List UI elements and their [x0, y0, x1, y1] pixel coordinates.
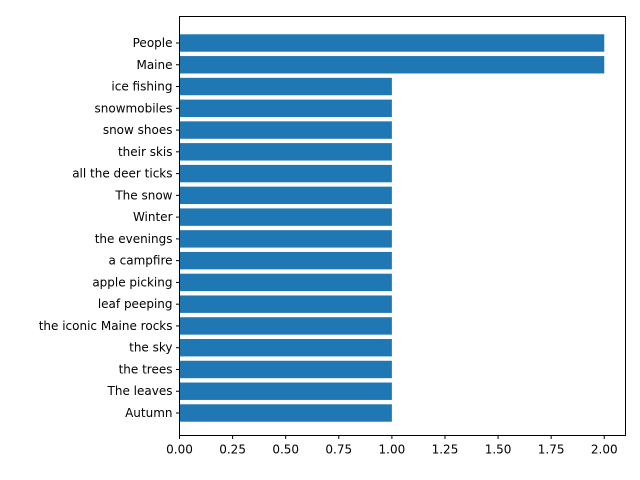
- y-tick-label: People: [133, 36, 173, 50]
- y-tick-label: snowmobiles: [95, 101, 173, 115]
- x-tick-label: 1.50: [485, 443, 512, 457]
- bar: [179, 230, 392, 248]
- y-tick-label: The snow: [114, 188, 172, 202]
- x-tick-label: 0.00: [166, 443, 193, 457]
- y-tick-label: a campfire: [108, 254, 172, 268]
- y-tick-label: Winter: [133, 210, 173, 224]
- x-tick-label: 0.50: [272, 443, 299, 457]
- bar: [179, 295, 392, 313]
- y-tick-label: their skis: [118, 145, 173, 159]
- x-tick-label: 1.75: [538, 443, 565, 457]
- plot-frame: [179, 16, 626, 436]
- bar: [179, 404, 392, 422]
- y-tick-label: snow shoes: [103, 123, 173, 137]
- bar: [179, 143, 392, 161]
- y-tick-label: all the deer ticks: [72, 167, 172, 181]
- bar: [179, 34, 605, 52]
- y-tick-label: apple picking: [92, 275, 172, 289]
- x-tick-label: 0.25: [219, 443, 246, 457]
- y-tick-label: Maine: [136, 58, 172, 72]
- x-tick-label: 1.00: [379, 443, 406, 457]
- bar: [179, 121, 392, 139]
- y-tick-label: leaf peeping: [98, 297, 173, 311]
- bar: [179, 273, 392, 292]
- x-axis-ticks: 0.00 0.25 0.50 0.75 1.00 1.25 1.50 1.75 2.00: [166, 435, 618, 457]
- bar: [179, 317, 392, 335]
- bar: [179, 77, 392, 96]
- y-axis-ticks: People Maine ice fishing snowmobiles snow sh…: [39, 36, 180, 420]
- y-tick-label: the sky: [129, 341, 172, 355]
- bar: [179, 382, 392, 400]
- y-tick-label: the trees: [119, 362, 173, 376]
- bar: [179, 208, 392, 226]
- bar: [179, 164, 392, 183]
- y-tick-label: Autumn: [125, 406, 172, 420]
- x-tick-label: 0.75: [325, 443, 352, 457]
- y-tick-label: the iconic Maine rocks: [39, 319, 173, 333]
- y-tick-label: The leaves: [107, 384, 173, 398]
- bar: [179, 99, 392, 117]
- bar: [179, 186, 392, 205]
- x-tick-label: 1.25: [432, 443, 459, 457]
- bar: [179, 360, 392, 379]
- y-tick-label: the evenings: [95, 232, 173, 246]
- bar: [179, 56, 605, 74]
- bars-group: [179, 34, 605, 422]
- x-tick-label: 2.00: [591, 443, 618, 457]
- y-tick-label: ice fishing: [111, 80, 172, 94]
- bar: [179, 339, 392, 357]
- bar: [179, 251, 392, 270]
